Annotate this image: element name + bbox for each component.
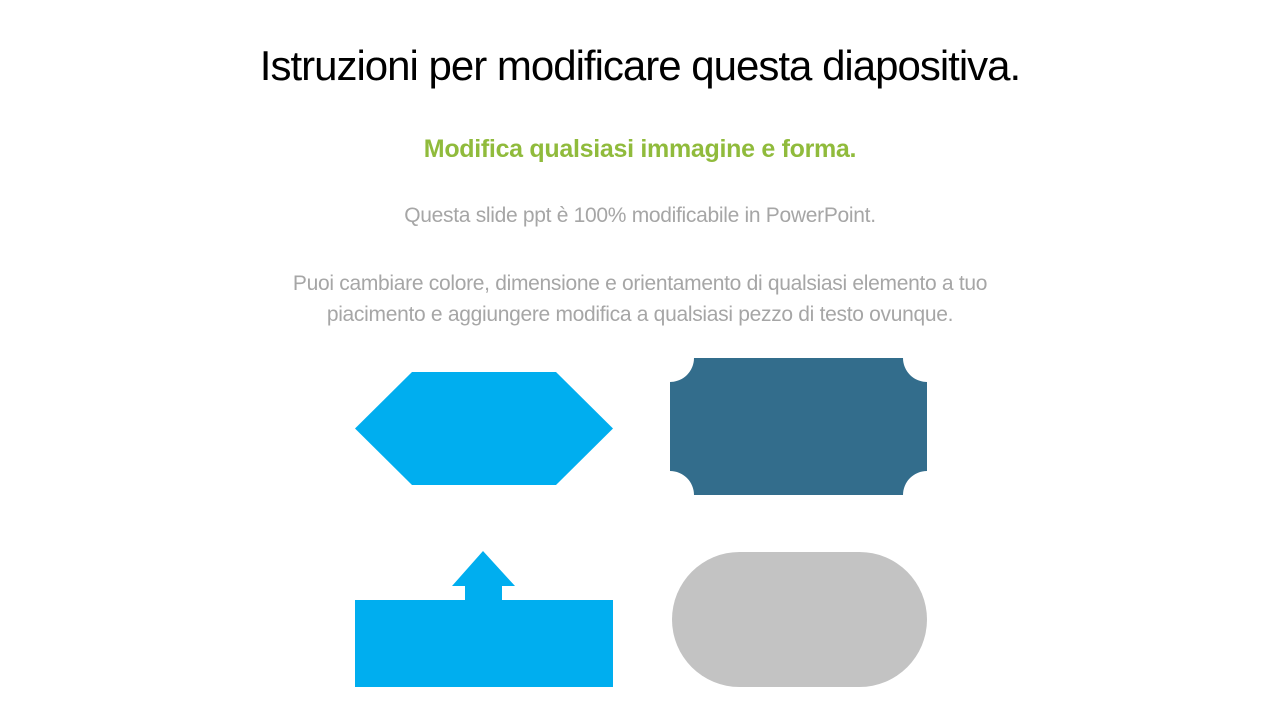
slide-body-line: Questa slide ppt è 100% modificabile in … xyxy=(404,204,876,227)
rounded-rectangle-shape[interactable] xyxy=(672,552,927,687)
slide-body-paragraph: Puoi cambiare colore, dimensione e orien… xyxy=(292,272,988,326)
hexagon-fill xyxy=(355,372,613,485)
up-arrow-callout-fill xyxy=(355,551,613,687)
up-arrow-callout-shape[interactable] xyxy=(355,551,613,687)
rounded-rectangle-fill xyxy=(672,552,927,687)
plaque-fill xyxy=(670,358,927,495)
plaque-shape[interactable] xyxy=(670,358,927,495)
slide-title: Istruzioni per modificare questa diaposi… xyxy=(259,42,1021,89)
hexagon-shape[interactable] xyxy=(355,372,613,485)
slide-subtitle: Modifica qualsiasi immagine e forma. xyxy=(423,135,857,163)
